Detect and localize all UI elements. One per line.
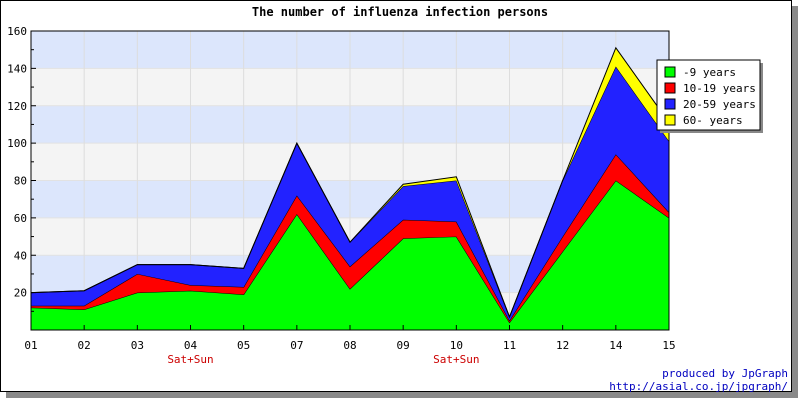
x-tick-label: 04 <box>184 339 198 352</box>
x-tick-label: 15 <box>662 339 675 352</box>
y-tick-label: 140 <box>7 62 27 75</box>
legend-swatch <box>664 82 676 94</box>
x-tick-note: Sat+Sun <box>433 353 479 366</box>
y-tick-label: 80 <box>14 175 27 188</box>
y-tick-label: 100 <box>7 137 27 150</box>
y-tick-label: 160 <box>7 25 27 38</box>
frame-shadow-right <box>792 6 798 398</box>
frame-shadow-bottom <box>6 392 798 398</box>
legend-label: 60- years <box>683 114 743 127</box>
y-tick-label: 60 <box>14 212 27 225</box>
x-tick-label: 07 <box>290 339 303 352</box>
legend: -9 years 10-19 years 20-59 years 60- years <box>656 59 763 133</box>
legend-label: -9 years <box>683 66 736 79</box>
legend-label: 10-19 years <box>683 82 756 95</box>
chart-title: The number of influenza infection person… <box>252 5 548 19</box>
x-tick-label: 08 <box>343 339 356 352</box>
x-tick-label: 01 <box>24 339 37 352</box>
legend-label: 20-59 years <box>683 98 756 111</box>
x-tick-label: 14 <box>609 339 623 352</box>
x-tick-label: 11 <box>503 339 516 352</box>
y-tick-label: 20 <box>14 287 27 300</box>
x-tick-label: 12 <box>556 339 569 352</box>
credit-link[interactable]: http://asial.co.jp/jpgraph/ <box>609 380 788 393</box>
x-tick-note: Sat+Sun <box>167 353 213 366</box>
y-tick-label: 120 <box>7 100 27 113</box>
legend-swatch <box>664 114 676 126</box>
x-tick-label: 02 <box>78 339 91 352</box>
area--9-years <box>31 180 669 330</box>
y-tick-label: 40 <box>14 249 27 262</box>
x-tick-label: 09 <box>397 339 410 352</box>
area-20-59-years <box>31 66 669 321</box>
x-tick-label: 03 <box>131 339 144 352</box>
x-tick-label: 05 <box>237 339 250 352</box>
credit-line-1: produced by JpGraph <box>662 367 788 380</box>
legend-swatch <box>664 66 676 78</box>
area-outline <box>30 46 670 319</box>
legend-swatch <box>664 98 676 110</box>
series-areas <box>30 46 670 330</box>
x-tick-label: 10 <box>450 339 463 352</box>
